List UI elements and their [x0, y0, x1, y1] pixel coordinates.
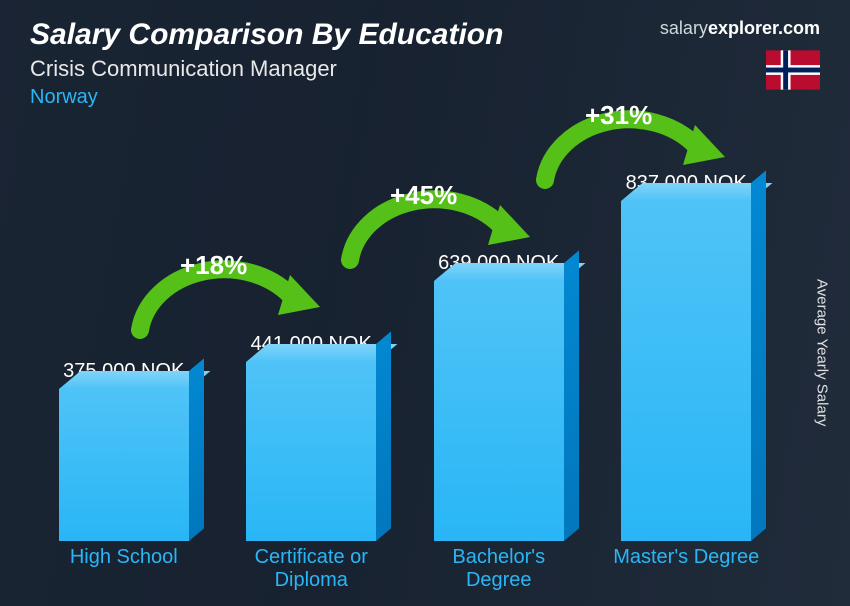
chart-country: Norway [30, 86, 820, 109]
y-axis-text: Average Yearly Salary [814, 279, 831, 426]
chart-subtitle: Crisis Communication Manager [30, 56, 820, 82]
bar-labels-row: High School Certificate or Diploma Bachelo… [30, 546, 780, 596]
bar-group: 375,000 NOK [49, 360, 199, 541]
site-prefix: salary [660, 18, 708, 38]
chart-header: Salary Comparison By Education Crisis Co… [0, 0, 850, 109]
y-axis-label: Average Yearly Salary [812, 180, 832, 526]
bar [434, 281, 564, 541]
bar-group: 837,000 NOK [611, 172, 761, 541]
bar [621, 201, 751, 541]
bar-label: Certificate or Diploma [236, 546, 386, 596]
bar [59, 389, 189, 541]
bar-group: 639,000 NOK [424, 252, 574, 541]
bar-chart: 375,000 NOK441,000 NOK 639,000 NOK837,000… [30, 160, 780, 541]
site-watermark: salaryexplorer.com [660, 18, 820, 39]
bar-label: Master's Degree [611, 546, 761, 596]
norway-flag-icon [766, 50, 820, 90]
site-suffix: explorer.com [708, 18, 820, 38]
bar-label: Bachelor's Degree [424, 546, 574, 596]
bar [246, 362, 376, 541]
bar-label: High School [49, 546, 199, 596]
bar-group: 441,000 NOK [236, 333, 386, 541]
